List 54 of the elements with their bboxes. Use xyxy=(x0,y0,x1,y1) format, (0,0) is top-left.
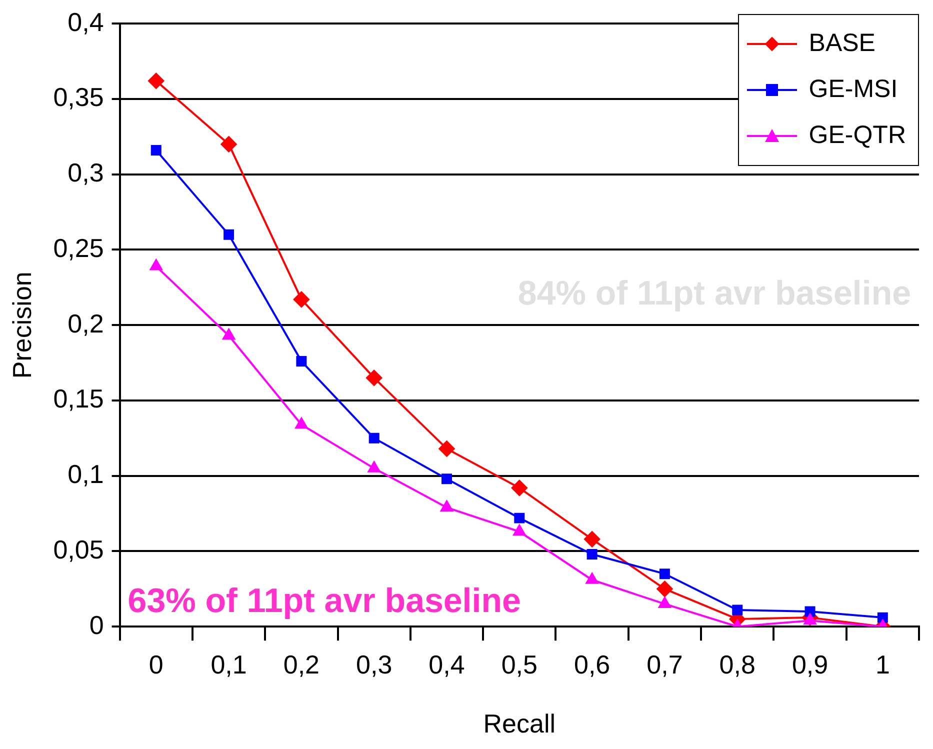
point xyxy=(511,480,528,496)
point xyxy=(222,328,235,340)
x-tick-label: 0,2 xyxy=(283,649,320,680)
point xyxy=(513,524,526,536)
point xyxy=(659,568,670,580)
point xyxy=(586,572,598,584)
point xyxy=(368,461,380,472)
x-axis-title: Recall xyxy=(483,708,556,739)
x-tick-label: 0,8 xyxy=(719,649,756,680)
y-tick-label: 0,15 xyxy=(53,384,104,414)
point xyxy=(148,72,164,89)
y-tick-label: 0 xyxy=(89,610,104,640)
legend-label: GE-QTR xyxy=(808,121,906,150)
point xyxy=(804,614,816,625)
x-tick-label: 0,9 xyxy=(792,649,828,680)
point xyxy=(514,512,525,524)
point xyxy=(584,531,600,548)
y-tick-label: 0,25 xyxy=(53,232,104,263)
point xyxy=(224,229,234,240)
x-tick-label: 0,7 xyxy=(646,649,683,680)
point xyxy=(295,418,308,429)
x-tick-label: 0,5 xyxy=(501,649,538,680)
legend-label: BASE xyxy=(808,29,876,58)
point xyxy=(804,606,816,617)
y-tick-label: 0,05 xyxy=(53,534,104,564)
point xyxy=(732,604,743,616)
point xyxy=(150,259,162,270)
point xyxy=(586,548,598,560)
x-tick-label: 0,4 xyxy=(428,649,465,680)
y-tick-label: 0,4 xyxy=(68,6,104,37)
point xyxy=(366,370,382,386)
point xyxy=(656,580,673,597)
y-tick-label: 0,35 xyxy=(53,82,104,112)
point xyxy=(293,291,310,308)
y-axis-title: Precision xyxy=(6,272,37,379)
point xyxy=(877,612,888,623)
point xyxy=(658,596,671,608)
x-tick-label: 0,3 xyxy=(356,649,392,680)
x-tick-label: 1 xyxy=(875,649,890,680)
x-tick-label: 0,6 xyxy=(574,649,610,680)
point xyxy=(296,356,307,367)
point xyxy=(150,144,162,156)
point xyxy=(440,500,453,512)
y-tick-label: 0,2 xyxy=(68,308,104,338)
legend-label: GE-MSI xyxy=(808,75,898,104)
y-tick-label: 0,3 xyxy=(68,158,104,188)
x-tick-label: 0 xyxy=(148,649,164,680)
point xyxy=(220,136,237,152)
point xyxy=(368,432,380,444)
point xyxy=(438,440,455,457)
annotation: 63% of 11pt avr baseline xyxy=(128,582,521,620)
point xyxy=(442,474,452,484)
x-tick-label: 0,1 xyxy=(210,649,247,680)
y-tick-label: 0,1 xyxy=(68,459,104,490)
